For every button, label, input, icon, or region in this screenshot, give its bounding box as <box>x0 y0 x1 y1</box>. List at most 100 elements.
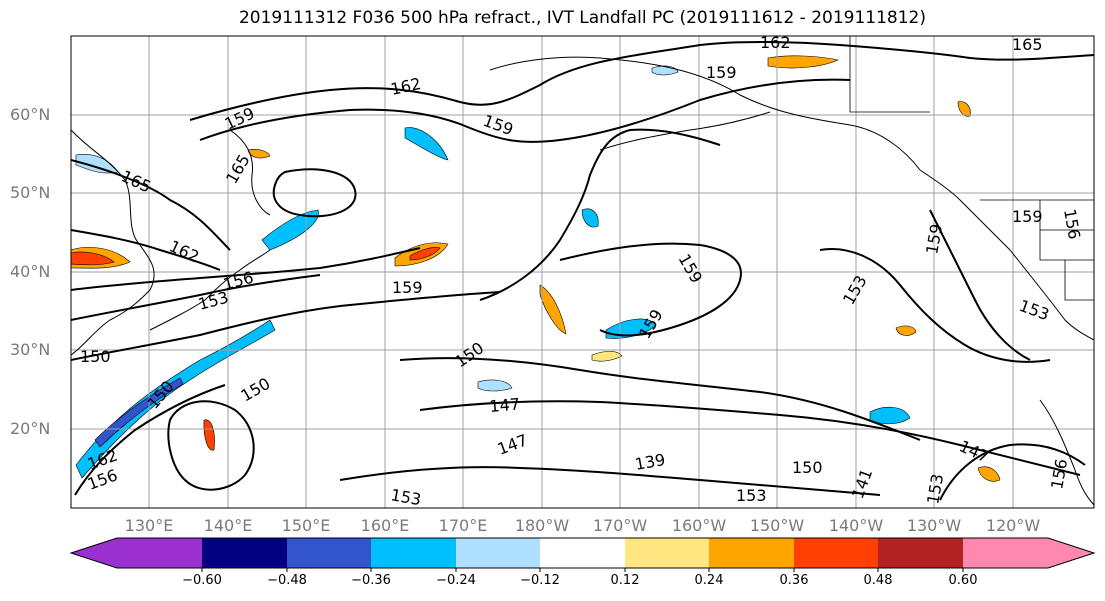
contour-label: 159 <box>392 278 423 297</box>
colorbar-tick-label: 0.36 <box>779 573 809 588</box>
negative-anomaly-bering <box>581 208 599 228</box>
longitude-label-130w: 130°W <box>906 516 962 535</box>
longitude-label-150w: 150°W <box>749 516 805 535</box>
longitude-label-120w: 120°W <box>985 516 1041 535</box>
longitude-label-150e: 150°E <box>281 516 331 535</box>
positive-anomaly-east <box>895 325 917 336</box>
contour-low-kuroshio <box>272 168 357 218</box>
contour-east-ridge <box>929 209 1031 361</box>
longitude-label-130e: 130°E <box>124 516 174 535</box>
colorbar-tick-label: −0.48 <box>267 573 307 588</box>
positive-anomaly-midlatitude-core <box>409 247 441 261</box>
contour-159-central <box>559 242 742 337</box>
colorbar-bin <box>117 538 202 568</box>
colorbar-tick-label: −0.36 <box>351 573 391 588</box>
contour-153-japan <box>71 274 321 321</box>
positive-anomaly-subtropical-band <box>591 351 623 362</box>
longitude-label-160e: 160°E <box>360 516 410 535</box>
aleutian-chain <box>599 111 771 151</box>
longitude-label-140w: 140°W <box>828 516 884 535</box>
map-frame <box>70 35 1095 509</box>
contour-165-north <box>71 159 231 251</box>
positive-anomaly-southeast <box>977 466 1001 482</box>
negative-anomaly-subtropics <box>477 379 513 392</box>
negative-anomaly-kamchatka <box>404 127 449 161</box>
positive-anomaly-tropics <box>203 419 215 451</box>
colorbar-outline <box>69 537 1096 569</box>
latitude-label-40n: 40°N <box>10 262 51 281</box>
colorbar-bin <box>709 538 794 568</box>
positive-anomaly-east-asia-core <box>71 251 115 266</box>
contour-153-south <box>339 466 881 496</box>
height-contours <box>71 40 1094 501</box>
contour-label: 159 <box>1012 207 1043 226</box>
colorbar-bin <box>287 538 371 568</box>
contour-label: 153 <box>389 485 422 509</box>
colorbar-bin <box>540 538 625 568</box>
colorbar-tick-label: −0.12 <box>520 573 560 588</box>
colorbar-bin <box>794 538 878 568</box>
contour-label: 162 <box>760 33 791 52</box>
contour-150-south <box>399 357 921 441</box>
contour-150-west <box>71 291 501 361</box>
mexico-coastline <box>1039 399 1094 506</box>
map-title: 2019111312 F036 500 hPa refract., IVT La… <box>238 8 926 28</box>
alaska-coastline <box>489 56 1094 341</box>
contour-156-japan <box>71 247 421 291</box>
colorbar-bin <box>963 538 1048 568</box>
longitude-label-170e: 170°E <box>438 516 488 535</box>
latitude-label-20n: 20°N <box>10 419 51 438</box>
colorbar-bin <box>878 538 963 568</box>
contour-162-japan <box>71 229 221 271</box>
us-state-lines <box>1039 200 1094 301</box>
contour-159-north <box>199 78 851 143</box>
colorbar-bin <box>202 538 287 568</box>
contour-label: 147 <box>489 394 521 416</box>
contour-southeast <box>939 443 1086 501</box>
boundaries <box>849 36 1094 301</box>
longitude-label-160w: 160°W <box>671 516 727 535</box>
longitude-label-170w: 170°W <box>592 516 648 535</box>
colorbar-tick-label: −0.24 <box>436 573 476 588</box>
japan-coastline <box>149 249 271 331</box>
positive-anomaly-west-pacific <box>247 149 271 159</box>
negative-anomaly-central-pacific <box>605 318 657 339</box>
positive-anomaly-west-coast <box>957 101 971 117</box>
map-area: 162 165 159 162 159 159 165 165 162 156 … <box>71 33 1094 509</box>
colorbar <box>69 537 1096 572</box>
coastlines <box>71 56 1094 506</box>
colorbar-tick-label: 0.12 <box>610 573 640 588</box>
colorbar-tick-label: 0.24 <box>694 573 724 588</box>
contour-162-north <box>189 40 1094 121</box>
colorbar-tick-label: 0.60 <box>948 573 978 588</box>
colorbar-bin <box>456 538 540 568</box>
longitude-label-180w: 180°W <box>514 516 570 535</box>
positive-anomaly-central <box>539 284 567 335</box>
shaded-field <box>71 55 1001 482</box>
colorbar-tick-label: 0.48 <box>863 573 893 588</box>
contour-trough-central <box>479 128 721 301</box>
latitude-label-30n: 30°N <box>10 340 51 359</box>
contour-153-east <box>819 248 1051 363</box>
colorbar-extend-min <box>71 538 117 568</box>
positive-anomaly-gulf-alaska <box>767 55 839 69</box>
colorbar-bin <box>371 538 456 568</box>
colorbar-extend-max <box>1048 538 1094 568</box>
contour-tropical-high <box>167 400 255 491</box>
alaska-canada-border <box>849 36 930 113</box>
latitude-label-50n: 50°N <box>10 183 51 202</box>
contour-label: 150 <box>80 347 111 366</box>
latitude-label-60n: 60°N <box>10 105 51 124</box>
negative-anomaly-japan-sea <box>261 209 319 251</box>
contour-147-trough <box>74 384 226 496</box>
colorbar-ticks <box>201 568 964 572</box>
contour-label: 165 <box>1012 35 1043 54</box>
colorbar-tick-label: −0.60 <box>182 573 222 588</box>
asia-coastline <box>71 129 155 356</box>
kamchatka-coastline <box>229 129 271 216</box>
negative-anomaly-jet-band <box>75 319 276 479</box>
longitude-label-140e: 140°E <box>203 516 253 535</box>
contour-label: 159 <box>706 63 737 82</box>
contour-label: 153 <box>736 486 767 505</box>
